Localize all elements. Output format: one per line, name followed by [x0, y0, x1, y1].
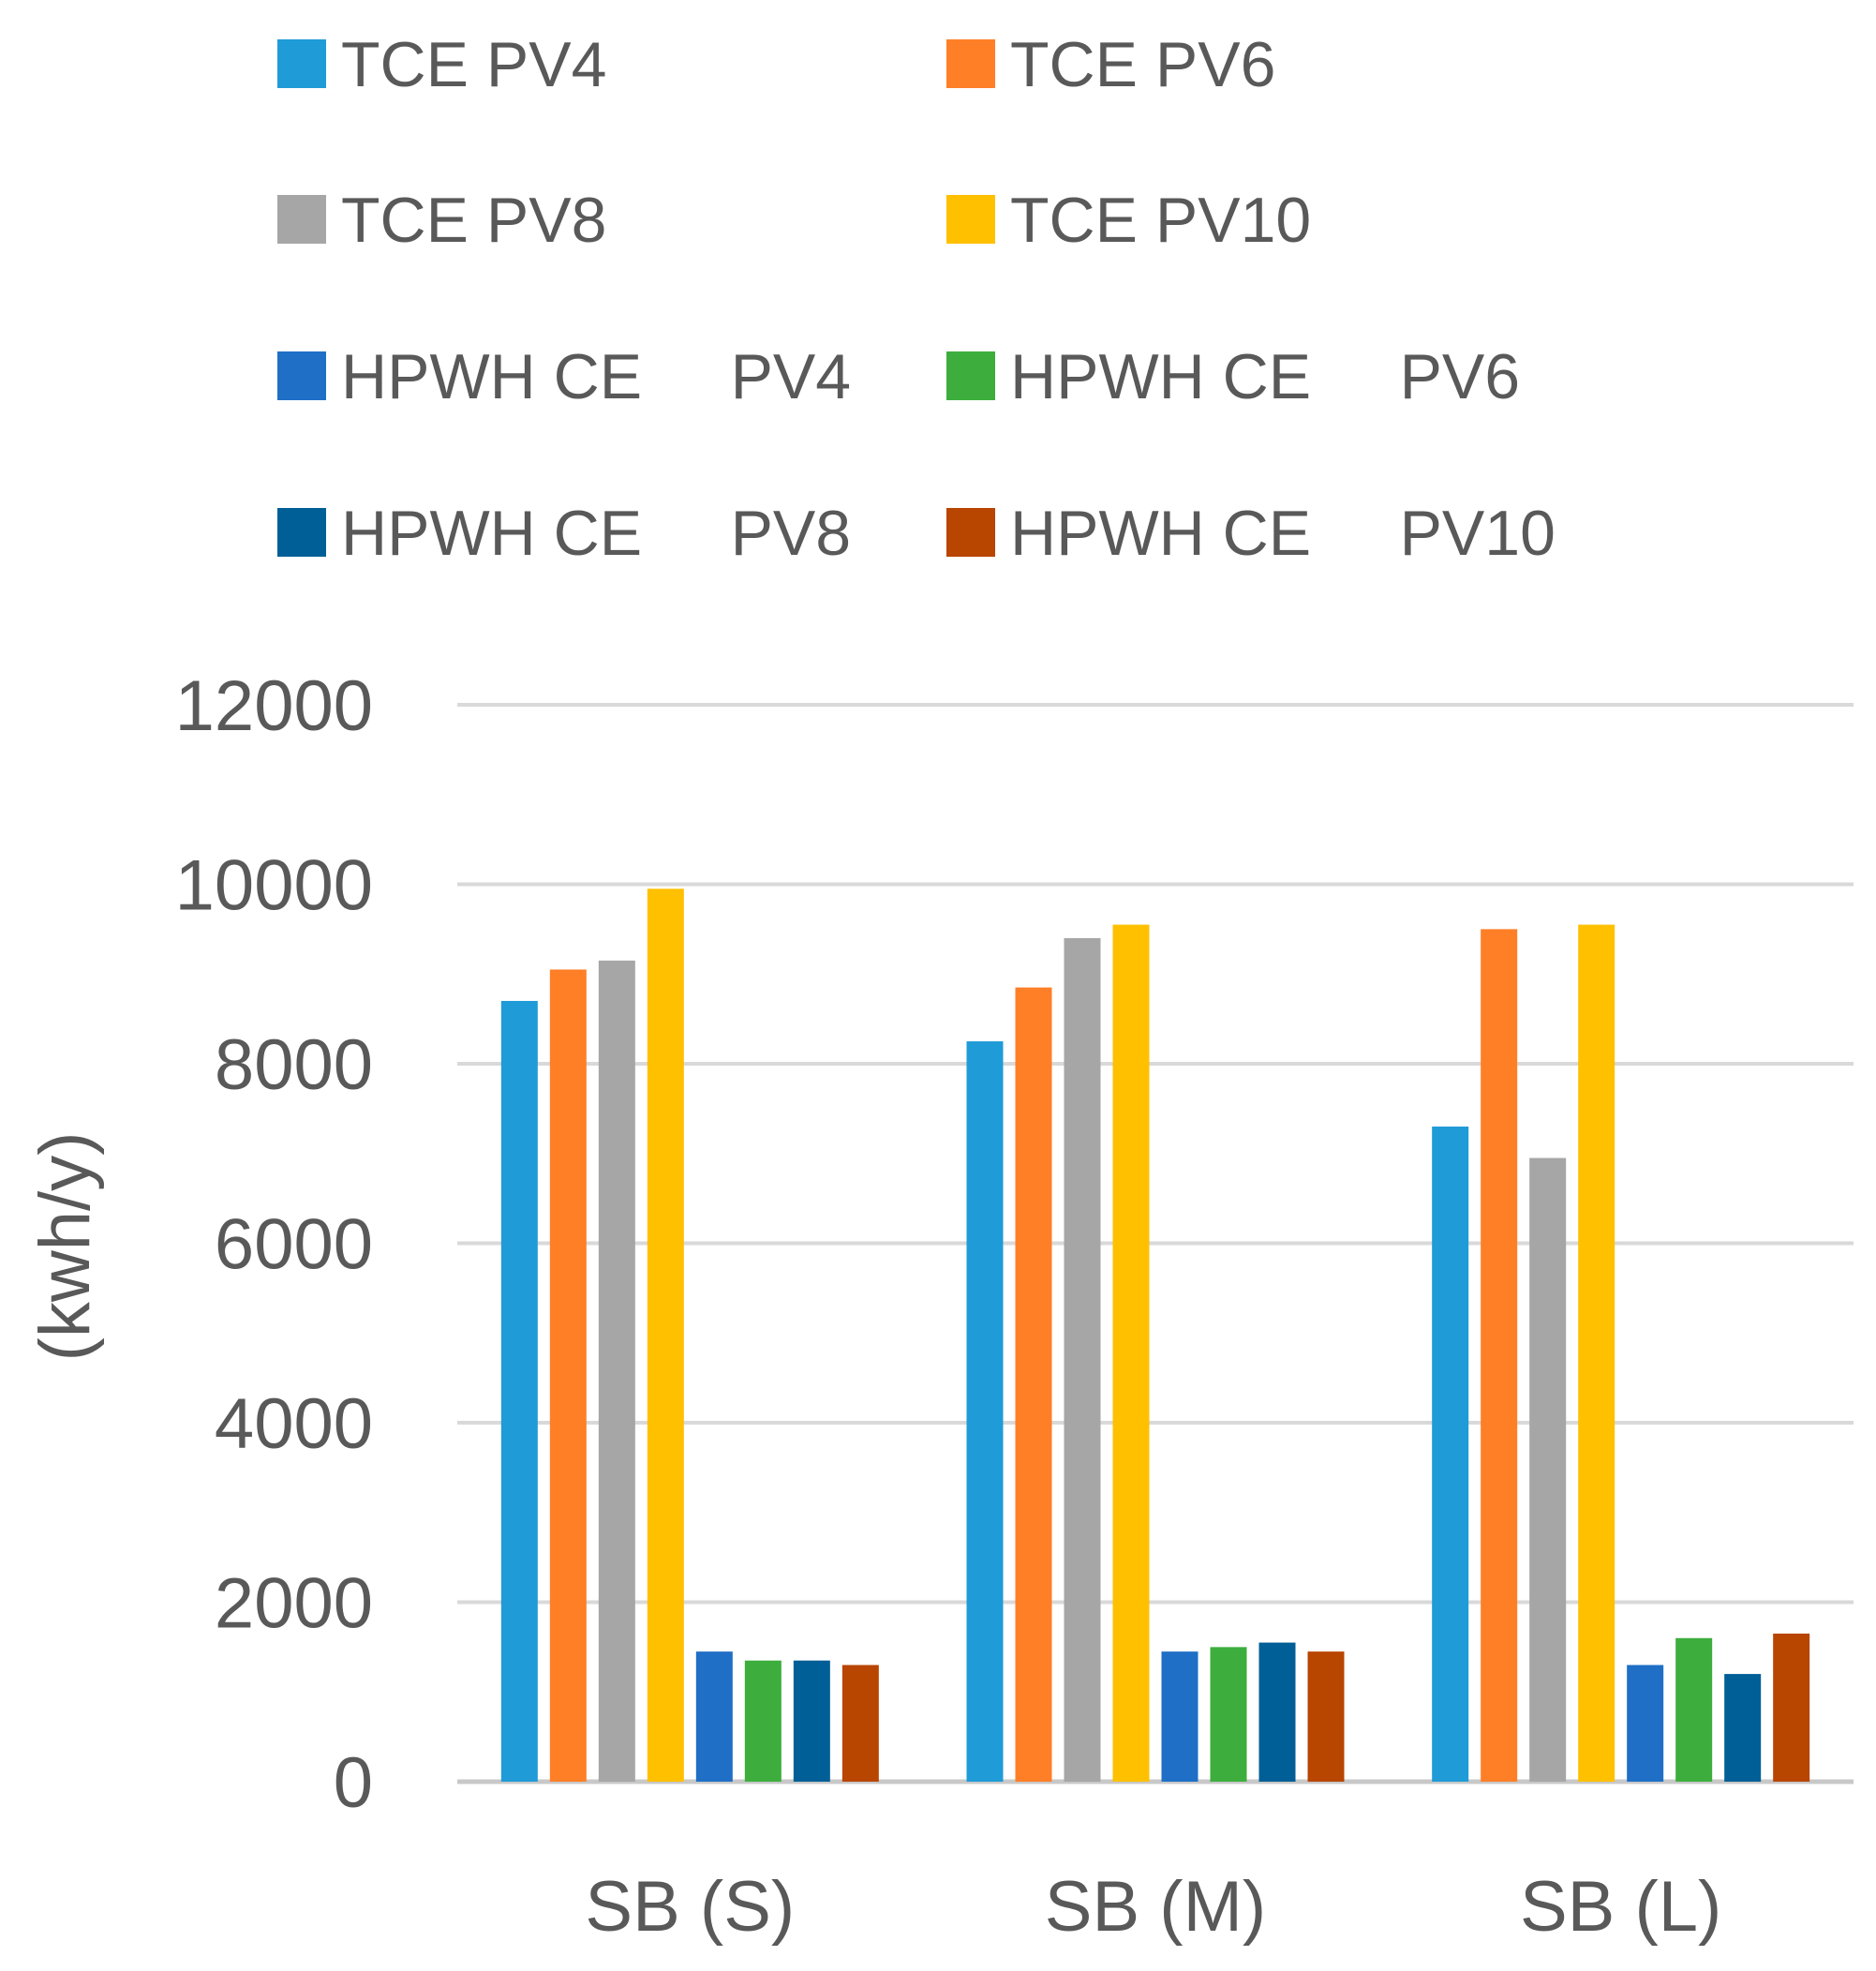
y-tick-label: 2000: [215, 1564, 373, 1644]
bar: [841, 1665, 879, 1782]
legend-swatch: [946, 195, 995, 244]
legend-swatch: [946, 351, 995, 400]
legend-label: HPWH CE PV10: [1010, 498, 1556, 569]
bar: [647, 888, 684, 1782]
x-category-label: SB (S): [585, 1867, 795, 1947]
y-tick-label: 12000: [175, 666, 373, 746]
bar: [1161, 1651, 1199, 1782]
legend-label: TCE PV10: [1010, 185, 1311, 256]
legend: TCE PV4 TCE PV6 TCE PV8 TCE PV10 HPWH CE PV4…: [277, 29, 1556, 569]
bar: [549, 969, 587, 1782]
bar: [1578, 924, 1615, 1782]
y-axis-title: (kwh/y): [25, 1132, 105, 1362]
legend-label: HPWH CE PV8: [341, 498, 851, 569]
legend-label: TCE PV4: [341, 29, 606, 100]
bar: [793, 1660, 830, 1782]
bar: [1258, 1642, 1296, 1782]
bar: [1773, 1634, 1810, 1782]
legend-label: TCE PV8: [341, 185, 606, 256]
bar: [1307, 1651, 1345, 1782]
y-tick-label: 10000: [175, 846, 373, 926]
bar: [500, 1000, 538, 1782]
y-tick-label: 6000: [215, 1205, 373, 1285]
bar: [966, 1041, 1004, 1782]
axes: 0 2000 4000 6000 8000 10000 12000 SB (S) SB (M) S…: [175, 666, 1722, 1947]
bar: [1064, 937, 1101, 1782]
bar: [1675, 1637, 1713, 1782]
bar: [1627, 1665, 1664, 1782]
legend-label: HPWH CE PV4: [341, 341, 851, 412]
bar: [744, 1660, 782, 1782]
x-category-label: SB (M): [1045, 1867, 1266, 1947]
y-tick-label: 4000: [215, 1384, 373, 1464]
gridlines: [457, 703, 1854, 1784]
legend-label: TCE PV6: [1010, 29, 1275, 100]
y-tick-label: 8000: [215, 1025, 373, 1105]
legend-swatch: [277, 195, 326, 244]
legend-label: HPWH CE PV6: [1010, 341, 1520, 412]
bar: [1529, 1157, 1567, 1782]
bar: [1481, 929, 1518, 1782]
bar: [1210, 1647, 1247, 1782]
legend-swatch: [277, 39, 326, 88]
bar: [1015, 987, 1052, 1782]
bar: [1432, 1127, 1469, 1782]
legend-swatch: [946, 39, 995, 88]
bar: [598, 960, 635, 1782]
legend-swatch: [277, 351, 326, 400]
bar: [695, 1651, 733, 1782]
x-category-label: SB (L): [1520, 1867, 1721, 1947]
bar: [1724, 1674, 1762, 1782]
legend-swatch: [946, 508, 995, 557]
bars: [500, 888, 1810, 1782]
legend-swatch: [277, 508, 326, 557]
y-tick-label: 0: [334, 1743, 373, 1823]
bar: [1112, 924, 1150, 1782]
